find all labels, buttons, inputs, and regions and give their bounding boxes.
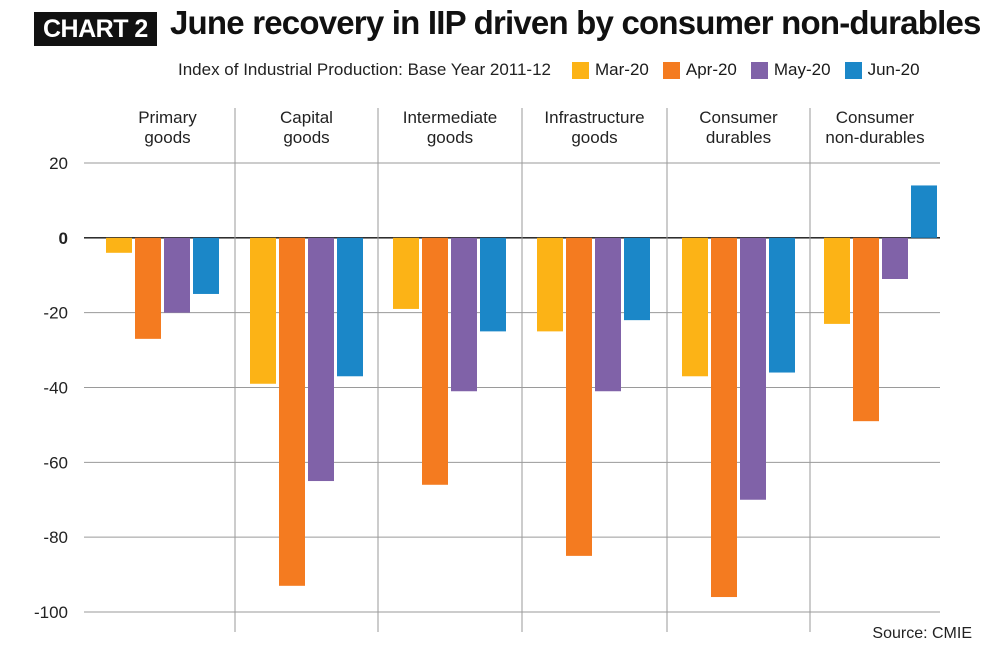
category-label: Capital xyxy=(280,108,333,127)
bar-mar-20-5 xyxy=(824,237,850,324)
bar-jun-20-3 xyxy=(624,237,650,321)
category-label: durables xyxy=(706,128,771,147)
legend-label-may-20: May-20 xyxy=(773,60,831,79)
bar-jun-20-5 xyxy=(911,185,937,238)
category-label: goods xyxy=(144,128,190,147)
legend-item-may-20: May-20 xyxy=(750,60,831,80)
bar-jun-20-2 xyxy=(480,237,506,332)
bar-apr-20-2 xyxy=(422,237,448,485)
legend: Mar-20 Apr-20 May-20 Jun-20 xyxy=(572,60,920,80)
legend-swatch-apr-20 xyxy=(662,61,680,79)
bar-may-20-2 xyxy=(451,237,477,392)
chart-subtitle: Index of Industrial Production: Base Yea… xyxy=(178,60,551,79)
bar-mar-20-0 xyxy=(106,237,132,253)
bar-apr-20-4 xyxy=(711,237,737,598)
category-label: Consumer xyxy=(836,108,915,127)
category-label: goods xyxy=(283,128,329,147)
legend-label-mar-20: Mar-20 xyxy=(595,60,649,79)
legend-item-apr-20: Apr-20 xyxy=(662,60,737,80)
y-tick-label: -40 xyxy=(43,379,68,398)
category-label: Infrastructure xyxy=(544,108,644,127)
legend-label-apr-20: Apr-20 xyxy=(685,60,737,79)
y-tick-label: -80 xyxy=(43,528,68,547)
legend-item-mar-20: Mar-20 xyxy=(572,60,649,80)
legend-swatch-mar-20 xyxy=(572,61,589,79)
bar-mar-20-4 xyxy=(682,237,708,377)
category-label: non-durables xyxy=(825,128,924,147)
bar-may-20-1 xyxy=(308,237,334,482)
chart-number-tag: CHART 2 xyxy=(34,12,157,46)
bar-may-20-5 xyxy=(882,237,908,279)
bar-apr-20-1 xyxy=(279,237,305,586)
bar-mar-20-2 xyxy=(393,237,419,309)
bar-apr-20-3 xyxy=(566,237,592,556)
y-tick-label: 20 xyxy=(49,154,68,173)
bar-apr-20-0 xyxy=(135,237,161,339)
category-label: Intermediate xyxy=(403,108,498,127)
source-note: Source: CMIE xyxy=(872,625,972,642)
bar-apr-20-5 xyxy=(853,237,879,422)
legend-label-jun-20: Jun-20 xyxy=(867,60,920,79)
bar-may-20-4 xyxy=(740,237,766,500)
bar-mar-20-1 xyxy=(250,237,276,384)
bar-jun-20-0 xyxy=(193,237,219,294)
bar-may-20-0 xyxy=(164,237,190,313)
bar-jun-20-4 xyxy=(769,237,795,373)
y-tick-label: 0 xyxy=(59,229,68,248)
legend-swatch-jun-20 xyxy=(844,61,862,79)
y-tick-label: -100 xyxy=(34,603,68,622)
category-label: goods xyxy=(427,128,473,147)
bar-jun-20-1 xyxy=(337,237,363,377)
chart-header: CHART 2 June recovery in IIP driven by c… xyxy=(0,0,1000,56)
legend-item-jun-20: Jun-20 xyxy=(844,60,920,80)
category-label: Consumer xyxy=(699,108,778,127)
chart-title: June recovery in IIP driven by consumer … xyxy=(170,4,981,41)
legend-swatch-may-20 xyxy=(750,61,768,79)
y-tick-label: -20 xyxy=(43,304,68,323)
bar-may-20-3 xyxy=(595,237,621,392)
y-tick-label: -60 xyxy=(43,453,68,472)
category-label: goods xyxy=(571,128,617,147)
bar-mar-20-3 xyxy=(537,237,563,332)
category-label: Primary xyxy=(138,108,197,127)
